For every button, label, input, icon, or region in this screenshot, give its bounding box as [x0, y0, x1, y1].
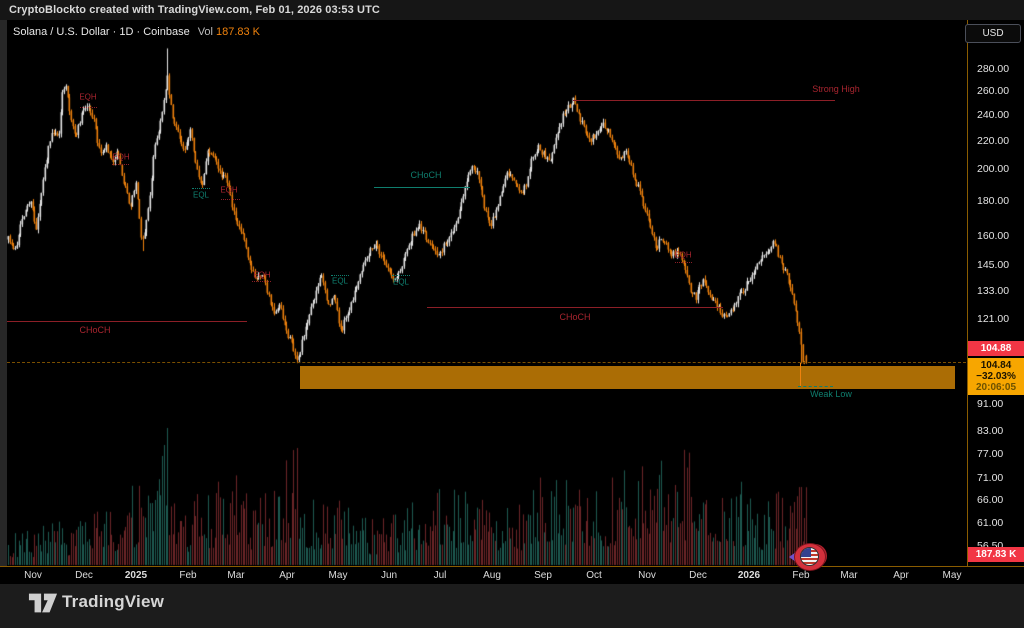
- currency-toggle-button[interactable]: USD: [965, 24, 1021, 43]
- countdown-change: −32.03%: [976, 371, 1016, 382]
- price-tick: 121.00: [977, 313, 1010, 326]
- price-tick: 260.00: [977, 85, 1010, 98]
- time-tick: Jun: [380, 570, 398, 581]
- tradingview-logo-icon[interactable]: [28, 592, 58, 614]
- price-tick: 66.00: [977, 493, 1004, 506]
- structure-line-teal[interactable]: [374, 187, 470, 188]
- time-tick: Mar: [840, 570, 858, 581]
- equal-level-dotted-line[interactable]: [221, 199, 240, 200]
- structure-line-teal[interactable]: [798, 386, 833, 387]
- drop-marker-line: [800, 363, 801, 386]
- time-tick: Feb: [179, 570, 197, 581]
- equal-level-dotted-line[interactable]: [112, 164, 129, 165]
- time-tick: Aug: [483, 570, 501, 581]
- price-tick: 200.00: [977, 163, 1010, 176]
- price-tick: 180.00: [977, 194, 1010, 207]
- annotation-label-eql[interactable]: EQL: [192, 190, 210, 200]
- bar-countdown-timer: 20:06:05: [975, 382, 1017, 393]
- volume-value: 187.83 K: [215, 26, 261, 38]
- price-tick: 83.00: [977, 425, 1004, 438]
- time-tick: May: [942, 570, 962, 581]
- time-tick: Sep: [534, 570, 552, 581]
- volume-label: Vol: [197, 26, 213, 38]
- price-tick: 77.00: [977, 447, 1004, 460]
- symbol-legend[interactable]: Solana / U.S. Dollar · 1D · Coinbase Vol 1…: [13, 26, 260, 38]
- annotation-label-choch[interactable]: CHoCH: [559, 312, 591, 322]
- time-tick: 2026: [737, 570, 761, 581]
- volume-badge: 187.83 K: [968, 547, 1024, 562]
- time-tick: Nov: [24, 570, 42, 581]
- annotation-label-eql[interactable]: EQL: [331, 276, 349, 286]
- equal-level-dotted-line[interactable]: [192, 188, 210, 189]
- price-tick: 280.00: [977, 63, 1010, 75]
- symbol-title[interactable]: Solana / U.S. Dollar · 1D · Coinbase: [13, 26, 190, 38]
- last-price-badge: 104.88: [968, 341, 1024, 356]
- price-tick: 91.00: [977, 397, 1004, 410]
- annotation-label-eqh[interactable]: EQH: [253, 270, 271, 280]
- equal-level-dotted-line[interactable]: [331, 275, 349, 276]
- price-axis[interactable]: USD 104.88 104.84 −32.03% 20:06:05 187.8…: [965, 20, 1024, 566]
- us-economic-event-flag-icon[interactable]: [789, 543, 829, 571]
- time-tick: May: [328, 570, 348, 581]
- equal-level-dotted-line[interactable]: [675, 262, 692, 263]
- supply-demand-zone[interactable]: [300, 366, 955, 389]
- price-tick: 61.00: [977, 517, 1004, 530]
- time-tick: Apr: [279, 570, 295, 581]
- annotation-label-weak-low[interactable]: Weak Low: [810, 389, 852, 399]
- time-tick: Oct: [586, 570, 602, 581]
- price-tick: 240.00: [977, 108, 1010, 121]
- time-tick: Jul: [433, 570, 447, 581]
- annotation-label-choch[interactable]: CHoCH: [410, 170, 442, 180]
- price-tick: 71.00: [977, 471, 1004, 484]
- annotation-label-eqh[interactable]: EQH: [112, 152, 130, 162]
- annotation-label-choch[interactable]: CHoCH: [79, 325, 111, 335]
- structure-line-red[interactable]: [7, 321, 247, 322]
- time-tick: Dec: [75, 570, 93, 581]
- flag-pointer-icon: [789, 552, 796, 562]
- structure-line-red[interactable]: [427, 307, 723, 308]
- annotation-label-eqh[interactable]: EQH: [79, 92, 97, 102]
- equal-level-dotted-line[interactable]: [392, 275, 410, 276]
- us-flag-canton: [801, 548, 812, 558]
- structure-line-red[interactable]: [573, 100, 835, 101]
- time-tick: Mar: [227, 570, 245, 581]
- countdown-price-badge: 104.84 −32.03% 20:06:05: [968, 358, 1024, 395]
- time-tick: 2025: [124, 570, 148, 581]
- equal-level-dotted-line[interactable]: [80, 107, 97, 108]
- footer-bar: TradingView: [0, 583, 1024, 628]
- price-tick: 160.00: [977, 229, 1010, 242]
- time-tick: Nov: [638, 570, 656, 581]
- annotation-label-eqh[interactable]: EQH: [220, 185, 238, 195]
- price-tick: 145.00: [977, 259, 1010, 272]
- price-tick: 220.00: [977, 134, 1010, 147]
- annotation-label-strong-high[interactable]: Strong High: [812, 84, 860, 94]
- time-tick: Dec: [689, 570, 707, 581]
- structure-line-zone[interactable]: [7, 362, 966, 363]
- equal-level-dotted-line[interactable]: [252, 281, 271, 282]
- countdown-price: 104.84: [980, 360, 1012, 371]
- time-tick: Apr: [893, 570, 909, 581]
- time-tick: Feb: [792, 570, 810, 581]
- time-axis[interactable]: Nov Dec 2025 Feb Mar Apr May Jun Jul Aug Sep Oct Nov…: [0, 566, 1024, 584]
- annotation-label-eqh[interactable]: EQH: [674, 250, 692, 260]
- tradingview-wordmark[interactable]: TradingView: [62, 592, 165, 611]
- annotation-label-eql[interactable]: EQL: [392, 277, 410, 287]
- price-tick: 133.00: [977, 284, 1010, 297]
- us-flag-icon: [800, 547, 819, 566]
